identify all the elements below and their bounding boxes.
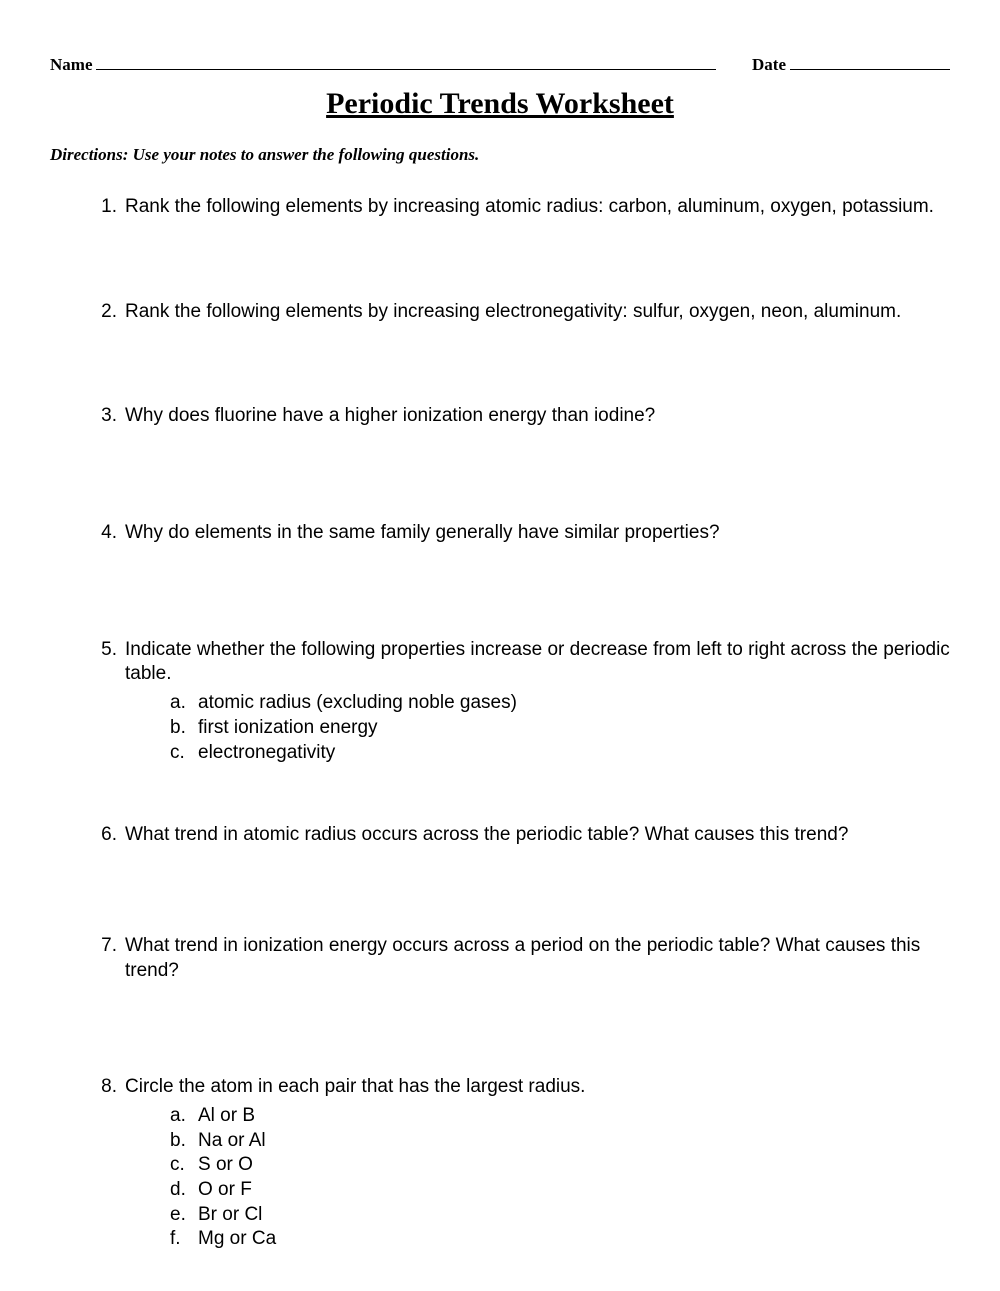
- sub-question-text: O or F: [198, 1178, 950, 1203]
- sub-question-label: e.: [170, 1203, 198, 1228]
- sub-question-item: a.Al or B: [170, 1104, 950, 1129]
- sub-question-text: Na or Al: [198, 1129, 950, 1154]
- sub-question-label: f.: [170, 1227, 198, 1252]
- question-item: 7.What trend in ionization energy occurs…: [90, 934, 950, 983]
- sub-question-label: c.: [170, 1153, 198, 1178]
- name-section: Name: [50, 55, 716, 75]
- sub-question-item: b.Na or Al: [170, 1129, 950, 1154]
- question-item: 4.Why do elements in the same family gen…: [90, 521, 950, 546]
- question-number: 1.: [90, 195, 125, 220]
- question-text: Why do elements in the same family gener…: [125, 522, 720, 543]
- sub-question-label: a.: [170, 1104, 198, 1129]
- question-body: Indicate whether the following propertie…: [125, 638, 950, 765]
- question-number: 3.: [90, 404, 125, 429]
- sub-question-item: c.electronegativity: [170, 741, 950, 766]
- question-text: What trend in atomic radius occurs acros…: [125, 824, 848, 845]
- question-text: Circle the atom in each pair that has th…: [125, 1076, 585, 1097]
- date-blank-line[interactable]: [790, 69, 950, 70]
- worksheet-title: Periodic Trends Worksheet: [50, 87, 950, 121]
- question-body: Rank the following elements by increasin…: [125, 195, 950, 220]
- question-body: Rank the following elements by increasin…: [125, 300, 950, 325]
- question-body: Circle the atom in each pair that has th…: [125, 1075, 950, 1252]
- question-body: What trend in ionization energy occurs a…: [125, 934, 950, 983]
- question-body: What trend in atomic radius occurs acros…: [125, 823, 950, 848]
- question-text: Indicate whether the following propertie…: [125, 639, 950, 685]
- sub-question-label: d.: [170, 1178, 198, 1203]
- sub-question-text: Al or B: [198, 1104, 950, 1129]
- sub-question-text: S or O: [198, 1153, 950, 1178]
- sub-question-text: atomic radius (excluding noble gases): [198, 691, 950, 716]
- sub-question-item: f.Mg or Ca: [170, 1227, 950, 1252]
- question-item: 8.Circle the atom in each pair that has …: [90, 1075, 950, 1252]
- name-label: Name: [50, 55, 92, 75]
- sub-question-item: a.atomic radius (excluding noble gases): [170, 691, 950, 716]
- directions-text: Directions: Use your notes to answer the…: [50, 145, 950, 165]
- sub-question-text: electronegativity: [198, 741, 950, 766]
- sub-question-item: d.O or F: [170, 1178, 950, 1203]
- sub-question-text: first ionization energy: [198, 716, 950, 741]
- question-item: 2.Rank the following elements by increas…: [90, 300, 950, 325]
- question-number: 6.: [90, 823, 125, 848]
- sub-question-item: b.first ionization energy: [170, 716, 950, 741]
- sub-question-label: a.: [170, 691, 198, 716]
- question-number: 4.: [90, 521, 125, 546]
- sub-question-item: c.S or O: [170, 1153, 950, 1178]
- question-item: 6.What trend in atomic radius occurs acr…: [90, 823, 950, 848]
- question-text: What trend in ionization energy occurs a…: [125, 935, 920, 981]
- question-body: Why do elements in the same family gener…: [125, 521, 950, 546]
- sub-question-item: e.Br or Cl: [170, 1203, 950, 1228]
- question-text: Why does fluorine have a higher ionizati…: [125, 405, 655, 426]
- sub-question-text: Mg or Ca: [198, 1227, 950, 1252]
- question-text: Rank the following elements by increasin…: [125, 301, 901, 322]
- question-item: 3.Why does fluorine have a higher ioniza…: [90, 404, 950, 429]
- question-number: 5.: [90, 638, 125, 765]
- sub-question-label: b.: [170, 716, 198, 741]
- question-body: Why does fluorine have a higher ionizati…: [125, 404, 950, 429]
- question-number: 2.: [90, 300, 125, 325]
- question-number: 7.: [90, 934, 125, 983]
- question-item: 5.Indicate whether the following propert…: [90, 638, 950, 765]
- sub-questions-list: a.atomic radius (excluding noble gases)b…: [125, 691, 950, 765]
- questions-list: 1.Rank the following elements by increas…: [50, 195, 950, 1252]
- sub-question-label: b.: [170, 1129, 198, 1154]
- date-label: Date: [752, 55, 786, 75]
- sub-question-text: Br or Cl: [198, 1203, 950, 1228]
- question-item: 1.Rank the following elements by increas…: [90, 195, 950, 220]
- name-blank-line[interactable]: [96, 69, 716, 70]
- header-row: Name Date: [50, 55, 950, 75]
- date-section: Date: [752, 55, 950, 75]
- question-number: 8.: [90, 1075, 125, 1252]
- sub-questions-list: a.Al or Bb.Na or Alc.S or Od.O or Fe.Br …: [125, 1104, 950, 1252]
- question-text: Rank the following elements by increasin…: [125, 196, 934, 217]
- sub-question-label: c.: [170, 741, 198, 766]
